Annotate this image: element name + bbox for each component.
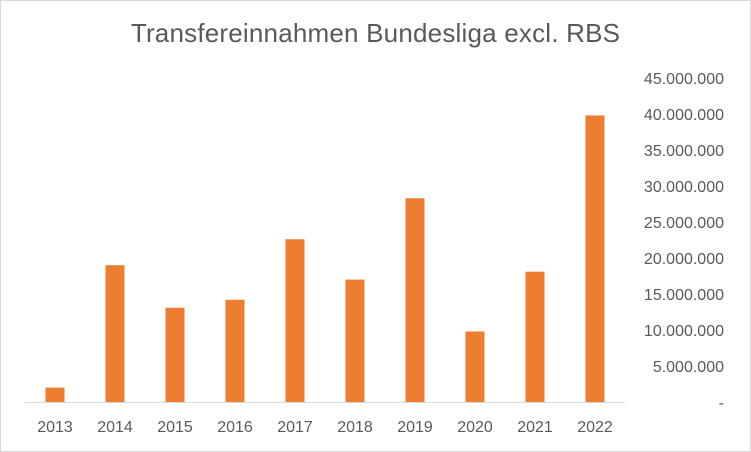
bar-2020 xyxy=(465,331,485,402)
bar-2016 xyxy=(225,299,245,402)
bar-2018 xyxy=(345,279,365,402)
x-tick-label: 2016 xyxy=(217,419,253,436)
chart-title: Transfereinnahmen Bundesliga excl. RBS xyxy=(130,18,621,48)
x-tick-label: 2019 xyxy=(397,419,433,436)
bar-2014 xyxy=(105,265,125,402)
y-tick-label: 10.000.000 xyxy=(644,323,724,340)
bar-2022 xyxy=(585,115,605,402)
x-tick-label: 2021 xyxy=(517,419,553,436)
y-tick-label: 45.000.000 xyxy=(644,71,724,88)
bar-2013 xyxy=(45,387,65,402)
bar-2021 xyxy=(525,271,545,402)
y-tick-label: 5.000.000 xyxy=(653,359,724,376)
bar-2019 xyxy=(405,198,425,402)
x-tick-label: 2022 xyxy=(577,419,613,436)
x-tick-label: 2020 xyxy=(457,419,493,436)
x-tick-label: 2015 xyxy=(157,419,193,436)
y-tick-label: 30.000.000 xyxy=(644,179,724,196)
y-tick-label: 25.000.000 xyxy=(644,215,724,232)
x-tick-label: 2017 xyxy=(277,419,313,436)
bar-2015 xyxy=(165,307,185,402)
x-tick-label: 2014 xyxy=(97,419,133,436)
bars-group xyxy=(45,115,605,402)
x-tick-labels: 2013 2014 2015 2016 2017 2018 2019 2020 2021 2022 xyxy=(37,419,613,436)
x-tick-label: 2018 xyxy=(337,419,373,436)
y-tick-label: 15.000.000 xyxy=(644,287,724,304)
y-tick-label: - xyxy=(719,395,724,412)
bar-2017 xyxy=(285,239,305,402)
y-tick-label: 35.000.000 xyxy=(644,143,724,160)
y-tick-label: 20.000.000 xyxy=(644,251,724,268)
y-tick-labels: - 5.000.000 10.000.000 15.000.000 20.000.000… xyxy=(644,71,724,412)
y-tick-label: 40.000.000 xyxy=(644,107,724,124)
x-tick-label: 2013 xyxy=(37,419,73,436)
